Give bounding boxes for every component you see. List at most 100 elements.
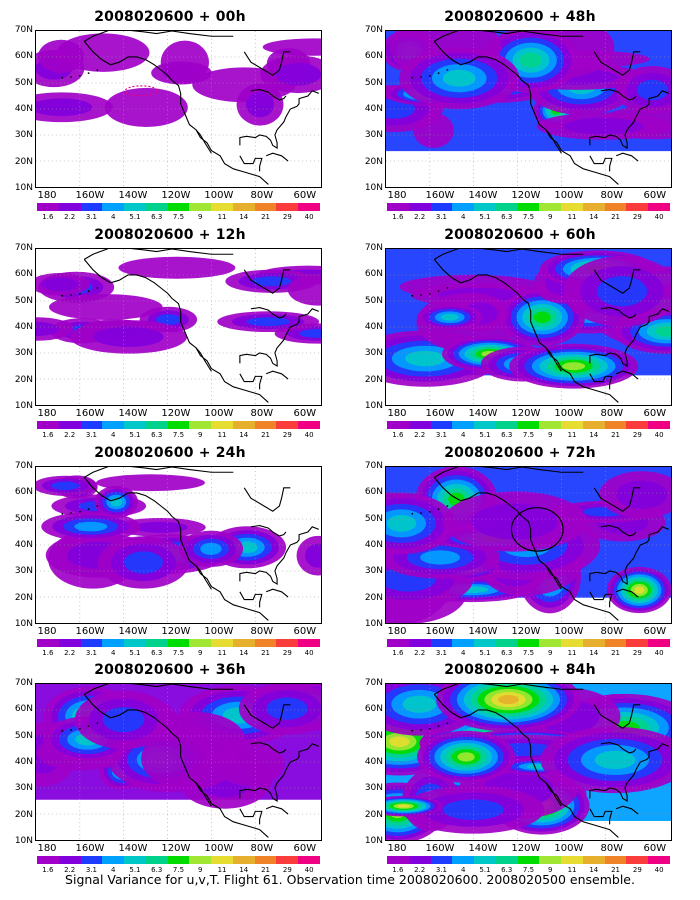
colorbar-label: 3.1 (435, 213, 447, 221)
colorbar-swatch (626, 421, 649, 429)
colorbar-swatch (430, 639, 453, 647)
colorbar-swatch (189, 203, 212, 211)
longitude-tick-label: 100W (554, 843, 584, 854)
longitude-tick-label: 160W (75, 626, 105, 637)
coastline (433, 31, 584, 42)
colorbar-label: 21 (611, 431, 621, 439)
colorbar-label: 9 (198, 866, 203, 874)
latitude-tick-label: 30N (364, 348, 383, 359)
colorbar-label: 40 (304, 866, 314, 874)
variance-contour (299, 329, 321, 338)
coastline (243, 487, 291, 512)
colorbar-swatch (539, 203, 562, 211)
coastline (195, 565, 212, 590)
colorbar (37, 421, 320, 429)
colorbar (37, 856, 320, 864)
longitude-tick-label: 180 (37, 843, 57, 854)
panel-title: 2008020600 + 36h (94, 662, 246, 678)
coastline (589, 90, 670, 149)
colorbar-swatch (276, 203, 299, 211)
colorbar-swatch (145, 421, 168, 429)
colorbar-label: 3.1 (85, 866, 97, 874)
colorbar-label: 6.3 (151, 213, 163, 221)
colorbar-swatch (582, 639, 605, 647)
colorbar-swatch (474, 856, 496, 864)
colorbar-swatch (604, 639, 627, 647)
coastline (239, 90, 320, 149)
colorbar-label: 11 (217, 866, 227, 874)
colorbar-swatch (539, 421, 562, 429)
variance-contour (655, 326, 671, 337)
colorbar-swatch (37, 639, 59, 647)
latitude-tick-label: 60N (364, 487, 383, 498)
coastline (195, 347, 212, 372)
colorbar-label: 29 (282, 431, 292, 439)
latitude-tick-label: 20N (14, 592, 33, 603)
colorbar-swatch (102, 203, 125, 211)
variance-contour (634, 586, 645, 594)
forecast-panel: 2008020600 + 12h 70N 60N 50N 40N 30N 20N 10N 180… (5, 226, 335, 441)
longitude-tick-label: 100W (554, 190, 584, 201)
colorbar-swatch (604, 421, 627, 429)
colorbar-swatch (58, 639, 81, 647)
coastline (239, 308, 320, 367)
colorbar-label: 29 (632, 649, 642, 657)
coastline (195, 129, 212, 154)
colorbar-swatch (561, 421, 583, 429)
coastline (600, 88, 637, 101)
variance-contour (596, 276, 648, 307)
longitude-tick-label: 60W (293, 408, 317, 419)
longitude-tick-label: 160W (75, 190, 105, 201)
variance-contour (133, 521, 188, 533)
longitude-tick-label: 120W (511, 190, 541, 201)
colorbar-label: 11 (567, 866, 577, 874)
colorbar-label: 4 (110, 649, 116, 657)
coastline (265, 152, 289, 162)
variance-map (35, 683, 322, 841)
colorbar-label: 6.3 (151, 431, 163, 439)
variance-contour (74, 521, 108, 532)
colorbar-label: 3.1 (435, 866, 447, 874)
longitude-tick-label: 180 (37, 190, 57, 201)
latitude-tick-label: 50N (14, 77, 33, 88)
coastline (83, 477, 269, 621)
latitude-tick-label: 60N (14, 487, 33, 498)
colorbar-label: 21 (261, 431, 271, 439)
coastline (83, 41, 269, 185)
colorbar-label: 6.3 (501, 213, 513, 221)
colorbar-label: 9 (198, 649, 203, 657)
colorbar-label: 2.2 (414, 866, 426, 874)
colorbar-label: 14 (239, 213, 249, 221)
colorbar-label: 7.5 (172, 866, 185, 874)
latitude-tick-label: 20N (14, 374, 33, 385)
variance-contour (636, 79, 669, 101)
longitude-tick-label: 140W (118, 626, 148, 637)
variance-contour (562, 362, 586, 371)
colorbar-swatch (430, 203, 453, 211)
longitude-tick-label: 120W (161, 408, 191, 419)
longitude-tick-label: 80W (600, 408, 624, 419)
longitude-tick-label: 180 (387, 843, 407, 854)
colorbar-label: 29 (282, 213, 292, 221)
colorbar-label: 5.1 (479, 866, 491, 874)
colorbar-swatch (58, 856, 81, 864)
latitude-tick-label: 10N (14, 183, 33, 193)
colorbar-label: 2.2 (414, 213, 426, 221)
variance-contour (457, 752, 475, 762)
colorbar-label: 4 (460, 431, 466, 439)
longitude-tick-label: 100W (204, 843, 234, 854)
colorbar-label: 1.6 (392, 866, 404, 874)
figure-caption: Signal Variance for u,v,T. Flight 61. Ob… (65, 872, 635, 887)
longitude-tick-label: 80W (250, 843, 274, 854)
longitude-tick-label: 60W (643, 626, 667, 637)
longitude-tick-label: 60W (643, 843, 667, 854)
coastline (589, 591, 613, 608)
colorbar-swatch (276, 421, 299, 429)
latitude-tick-label: 60N (14, 269, 33, 280)
forecast-panel: 2008020600 + 24h 70N 60N 50N 40N 30N 20N 10N 180… (5, 444, 335, 659)
colorbar-swatch (102, 639, 125, 647)
latitude-tick-label: 60N (14, 704, 33, 715)
colorbar-swatch (539, 639, 562, 647)
colorbar-label: 1.6 (392, 431, 404, 439)
colorbar-swatch (474, 639, 496, 647)
